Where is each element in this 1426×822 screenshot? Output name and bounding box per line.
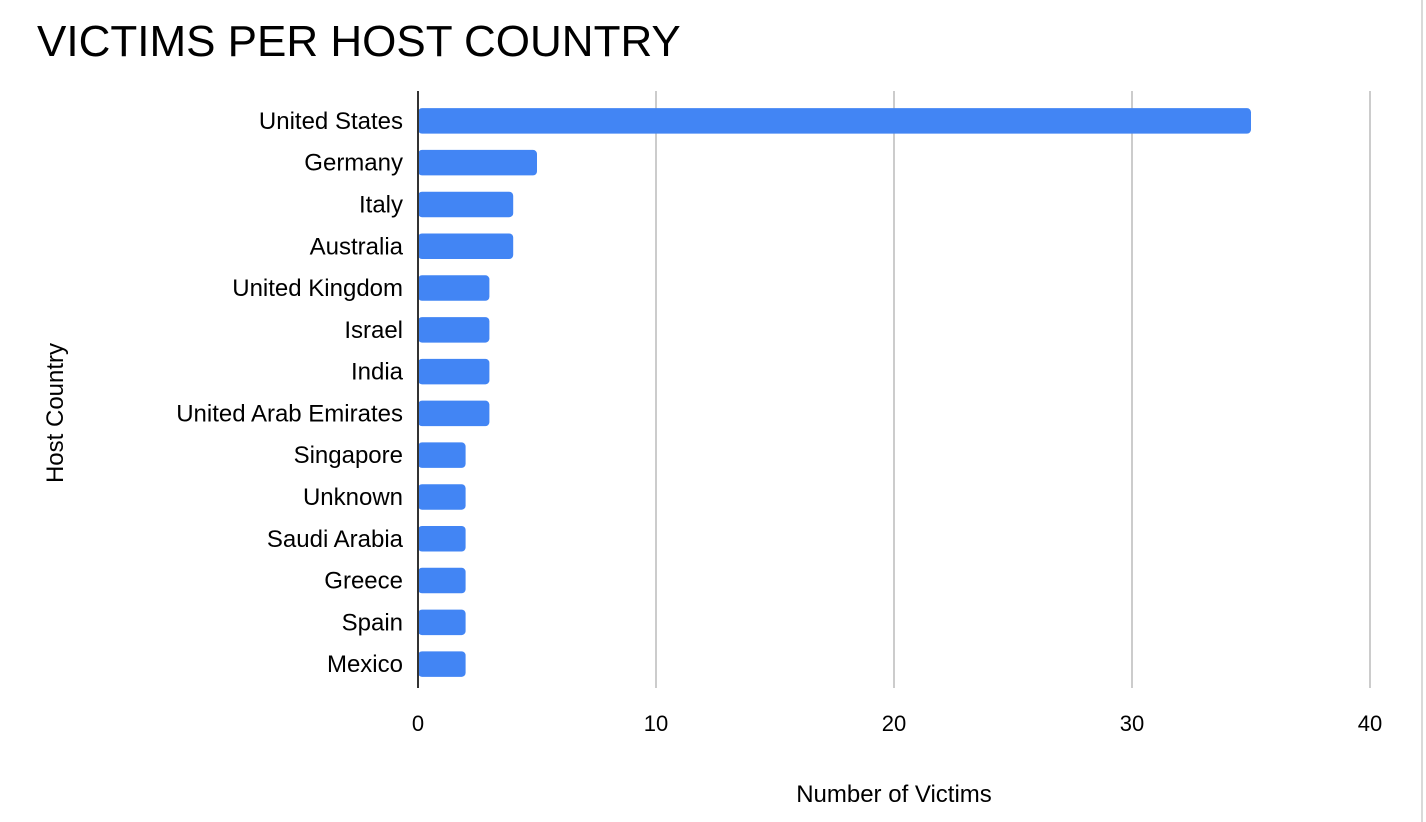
bars: [418, 108, 1251, 677]
bar: [418, 108, 1251, 134]
bar: [418, 400, 490, 427]
y-axis-label: Host Country: [42, 343, 69, 483]
x-tick-label: 40: [1358, 711, 1382, 736]
category-label: Spain: [342, 609, 403, 636]
bar: [418, 317, 490, 343]
bar: [418, 651, 466, 677]
category-label: Saudi Arabia: [267, 526, 404, 553]
x-tick-label: 20: [882, 711, 906, 736]
category-label: Germany: [304, 150, 403, 177]
x-tick-label: 30: [1120, 711, 1144, 736]
x-tick-label: 0: [412, 711, 424, 736]
bar: [418, 526, 466, 552]
bar: [418, 484, 466, 510]
category-label: United Kingdom: [232, 275, 403, 302]
x-tick-label: 10: [644, 711, 668, 736]
bar: [418, 358, 490, 385]
category-labels: United States Germany Italy Australia United…: [176, 108, 403, 678]
bar: [418, 149, 537, 176]
category-label: Australia: [310, 233, 404, 260]
x-tick-labels: 0 10 20 30 40: [412, 711, 1382, 736]
category-label: Greece: [324, 568, 403, 595]
bar: [418, 275, 490, 301]
category-label: Mexico: [327, 651, 403, 678]
category-label: United States: [259, 108, 403, 135]
category-label: United Arab Emirates: [176, 400, 403, 427]
bar: [418, 567, 466, 594]
chart-border: [1421, 0, 1423, 822]
bar: [418, 233, 514, 259]
gridlines: [655, 91, 1371, 688]
category-label: Israel: [344, 317, 403, 344]
bar: [418, 609, 466, 636]
category-label: India: [351, 359, 404, 386]
category-label: Singapore: [294, 442, 403, 469]
category-label: Unknown: [303, 484, 403, 511]
category-label: Italy: [359, 191, 403, 218]
bar: [418, 442, 466, 468]
bar: [418, 191, 514, 218]
chart-title: VICTIMS PER HOST COUNTRY: [37, 17, 681, 66]
x-axis-label: Number of Victims: [796, 781, 992, 808]
